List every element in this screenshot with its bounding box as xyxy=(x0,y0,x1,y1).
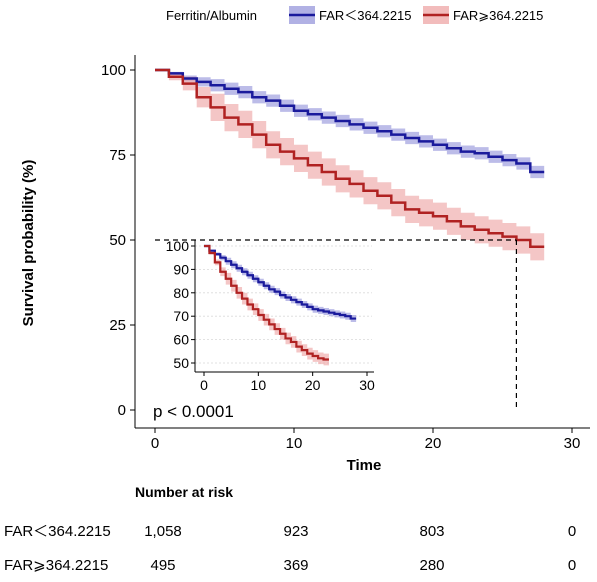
main-ci-bands xyxy=(155,70,545,261)
survival-curve-low xyxy=(155,68,545,174)
risk-cell: 0 xyxy=(568,557,576,574)
risk-cell: 803 xyxy=(419,523,444,540)
x-tick-label: 0 xyxy=(151,435,159,452)
y-tick-label: 50 xyxy=(109,232,126,249)
inset-y-tick-label: 50 xyxy=(173,355,189,371)
inset-curves xyxy=(204,244,357,361)
y-axis-title: Survival probability (%) xyxy=(20,160,37,327)
legend: Ferritin/Albumin FAR＜364.2215 FAR⩾364.22… xyxy=(166,6,543,24)
y-tick-label: 25 xyxy=(109,317,126,334)
legend-title: Ferritin/Albumin xyxy=(166,8,257,23)
inset-x-tick-label: 20 xyxy=(305,377,321,393)
inset-plot: 50 60 70 80 90 100 0 10 20 30 xyxy=(166,238,375,393)
legend-label-low: FAR＜364.2215 xyxy=(319,8,412,23)
inset-x-tick-label: 10 xyxy=(251,377,267,393)
inset-ci-bands xyxy=(204,246,357,366)
x-tick-label: 30 xyxy=(564,435,581,452)
legend-label-high: FAR⩾364.2215 xyxy=(453,8,543,23)
p-value: p < 0.0001 xyxy=(153,402,234,421)
risk-cell: 1,058 xyxy=(144,523,182,540)
y-tick-label: 100 xyxy=(101,62,126,79)
inset-grid xyxy=(195,245,372,364)
survival-curve-high xyxy=(155,68,545,249)
main-curves xyxy=(155,68,545,249)
risk-cell: 923 xyxy=(283,523,308,540)
ci-band-high xyxy=(155,70,545,261)
inset-y-tick-label: 90 xyxy=(173,261,189,277)
inset-ci-band-low xyxy=(204,246,357,323)
risk-table: Number at risk FAR＜364.2215 1,058 923 80… xyxy=(4,484,576,574)
y-tick-label: 0 xyxy=(118,402,126,419)
risk-cell: 280 xyxy=(419,557,444,574)
risk-cell: 495 xyxy=(150,557,175,574)
x-axis-title: Time xyxy=(347,457,382,474)
x-ticks: 0 10 20 30 xyxy=(151,428,581,452)
inset-y-tick-label: 70 xyxy=(173,308,189,324)
inset-ci-band-high xyxy=(204,246,329,366)
y-tick-label: 75 xyxy=(109,147,126,164)
x-tick-label: 10 xyxy=(286,435,303,452)
y-ticks: 0 25 50 75 100 xyxy=(101,62,135,419)
risk-row-label-low: FAR＜364.2215 xyxy=(4,523,111,540)
risk-cell: 0 xyxy=(568,523,576,540)
inset-curve-high xyxy=(204,244,329,361)
inset-y-ticks: 50 60 70 80 90 100 xyxy=(166,238,195,371)
inset-x-ticks: 0 10 20 30 xyxy=(200,372,375,393)
inset-y-tick-label: 100 xyxy=(166,238,190,254)
risk-cell: 369 xyxy=(283,557,308,574)
inset-y-tick-label: 80 xyxy=(173,285,189,301)
inset-y-tick-label: 60 xyxy=(173,332,189,348)
x-tick-label: 20 xyxy=(425,435,442,452)
inset-x-tick-label: 30 xyxy=(359,377,375,393)
risk-table-title: Number at risk xyxy=(135,484,233,500)
inset-curve-low xyxy=(204,244,357,320)
inset-x-tick-label: 0 xyxy=(200,377,208,393)
risk-row-label-high: FAR⩾364.2215 xyxy=(4,557,108,574)
